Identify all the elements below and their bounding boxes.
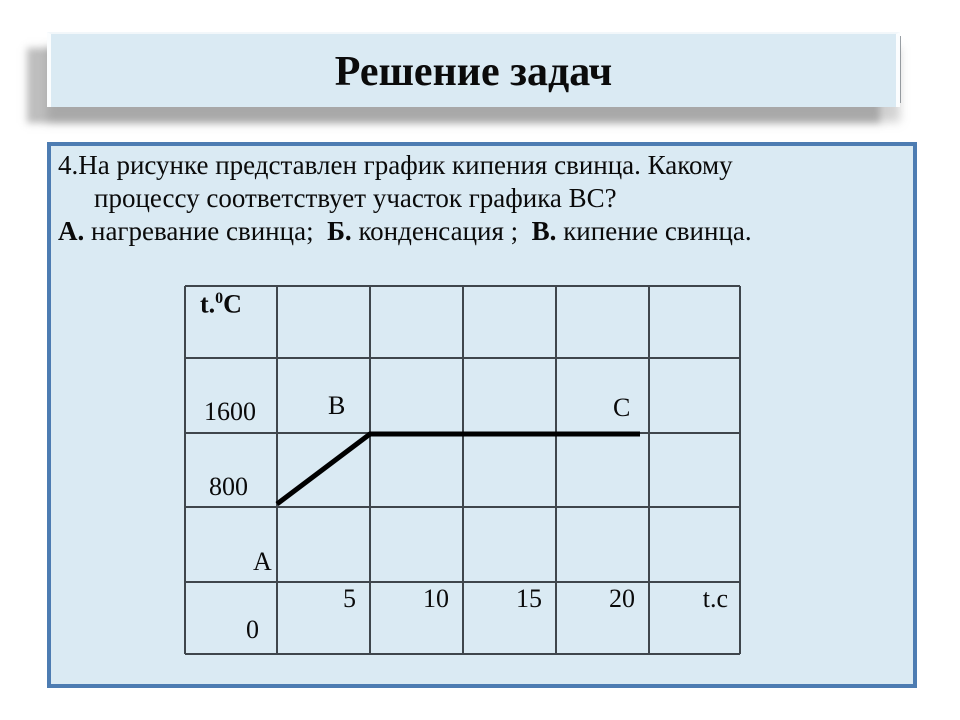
answer-v-text: кипение свинца.: [556, 216, 752, 246]
y-tick-800: 800: [209, 472, 248, 501]
point-c-label: C: [613, 393, 631, 422]
x-axis-title: t.c: [702, 584, 728, 613]
answer-a-text: нагревание свинца;: [84, 216, 328, 246]
answer-a-label: А.: [58, 216, 85, 246]
origin-tick-0: 0: [246, 615, 259, 644]
x-tick-15: 15: [516, 584, 542, 613]
y-axis-title-main: t.: [200, 289, 216, 319]
boiling-graph: t.0C 1600 800 A 0 B C 5 10 15 20 t.c: [184, 285, 742, 655]
answer-b-text: конденсация ;: [351, 216, 532, 246]
point-a-label: A: [253, 547, 272, 576]
content-panel: 4.На рисунке представлен график кипения …: [47, 142, 917, 688]
y-axis-title-sup: 0: [215, 290, 224, 307]
x-tick-10: 10: [423, 584, 449, 613]
title-banner: Решение задач: [47, 32, 900, 107]
question-block: 4.На рисунке представлен график кипения …: [58, 149, 906, 215]
y-axis-title-unit: C: [223, 289, 242, 319]
answer-v-label: В.: [531, 216, 557, 246]
temperature-line: [275, 431, 640, 506]
y-tick-1600: 1600: [204, 397, 256, 426]
answer-options: А. нагревание свинца; Б. конденсация ; В…: [58, 215, 910, 248]
x-tick-5: 5: [343, 584, 356, 613]
grid-lines: [184, 285, 741, 655]
question-line-1: 4.На рисунке представлен график кипения …: [58, 150, 733, 180]
point-b-label: B: [328, 391, 346, 420]
y-axis-title: t.0C: [200, 290, 242, 319]
answer-b-label: Б.: [327, 216, 352, 246]
graph-grid: [184, 285, 741, 655]
x-tick-20: 20: [609, 584, 635, 613]
question-line-2: процессу соответствует участок графика В…: [94, 183, 617, 213]
slide-title: Решение задач: [334, 48, 613, 95]
